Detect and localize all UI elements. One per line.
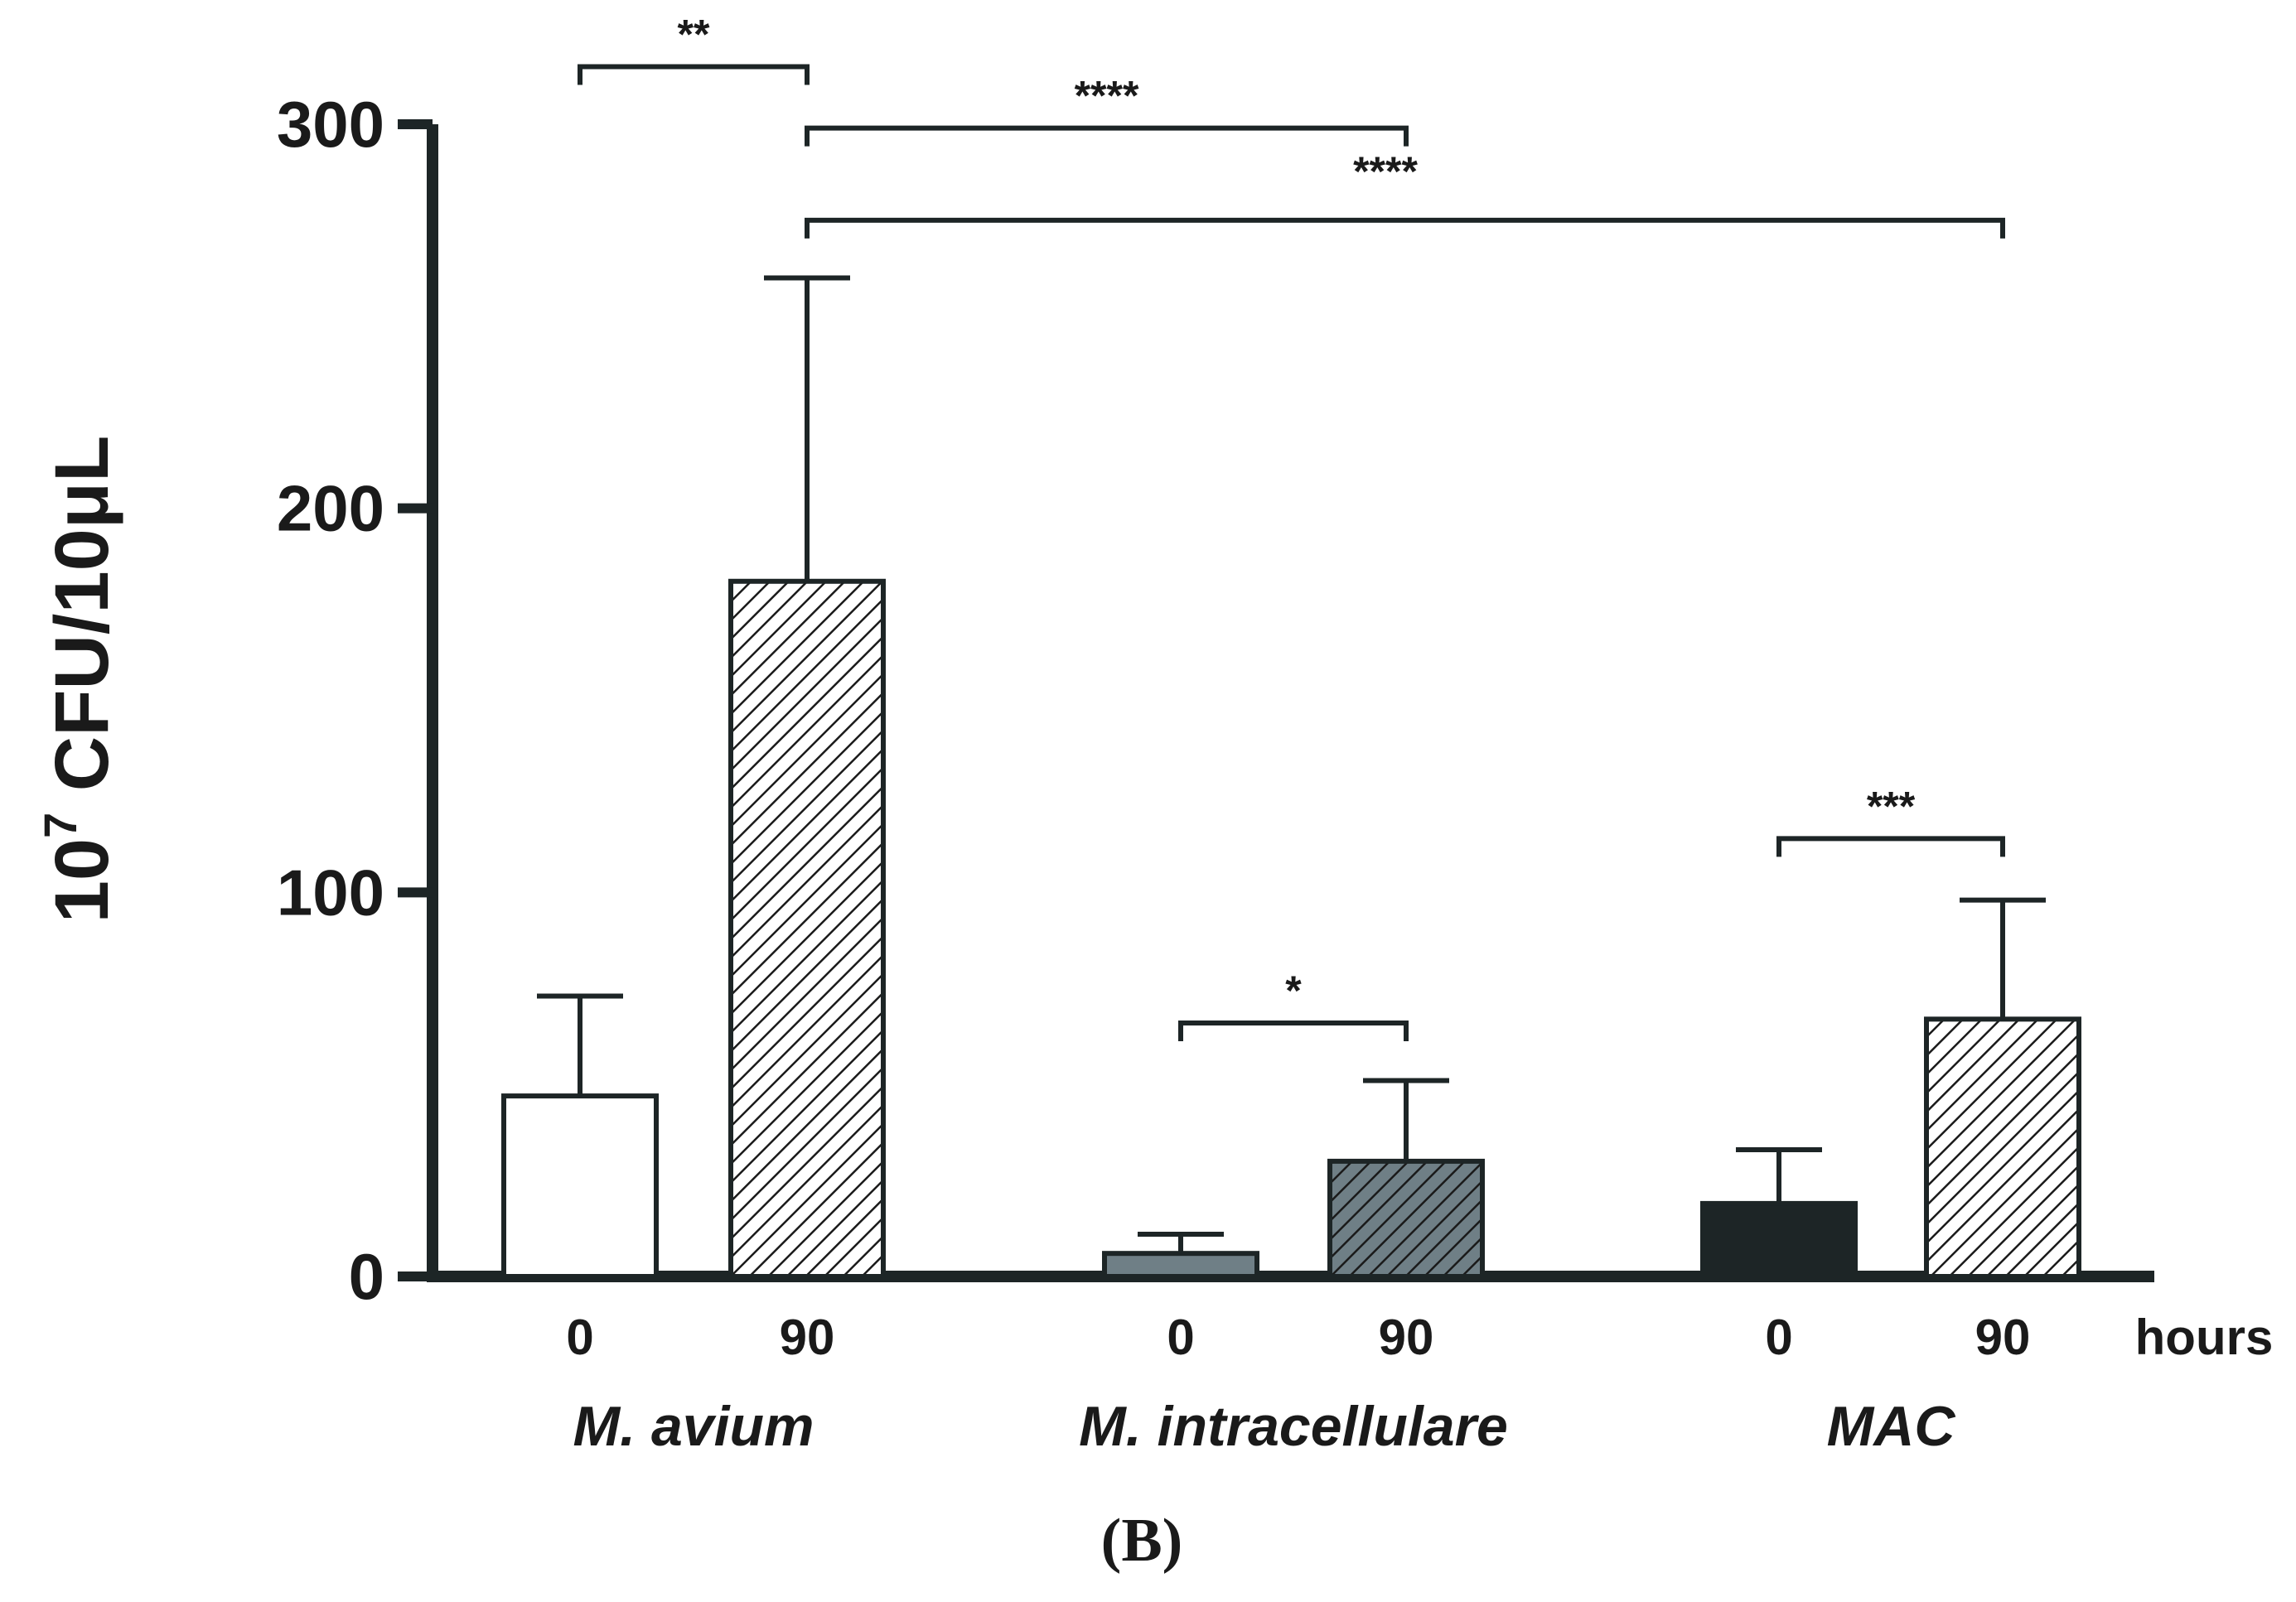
bar-1-0 bbox=[1102, 1251, 1259, 1280]
group-label: MAC bbox=[1827, 1395, 1956, 1458]
x-tick-label: 90 bbox=[1975, 1310, 2031, 1365]
group-label: M. avium bbox=[573, 1395, 814, 1458]
significance-label: **** bbox=[1075, 73, 1139, 119]
x-tick-label: 90 bbox=[1379, 1310, 1434, 1365]
x-tick-label: 0 bbox=[1167, 1310, 1194, 1365]
y-tick-label: 200 bbox=[277, 472, 384, 545]
significance-label: ** bbox=[678, 11, 710, 57]
y-axis-label: 107 CFU/10μL bbox=[34, 436, 124, 924]
significance-bracket bbox=[1776, 836, 2005, 857]
y-tick-label: 100 bbox=[277, 856, 384, 929]
group-labels: M. avium M. intracellulare MAC bbox=[573, 1395, 1956, 1458]
x-ticks: 0 90 0 90 0 90 bbox=[566, 1310, 2030, 1365]
x-tick-label: 90 bbox=[780, 1310, 835, 1365]
group-label: M. intracellulare bbox=[1079, 1395, 1508, 1458]
bar-0-1 bbox=[728, 578, 886, 1279]
significance-label: * bbox=[1285, 967, 1302, 1014]
significance-bracket bbox=[805, 217, 2005, 239]
panel-label: (B) bbox=[1101, 1507, 1183, 1575]
bar-0-0 bbox=[501, 1093, 659, 1279]
x-tick-label: 0 bbox=[1765, 1310, 1792, 1365]
x-tick-label: 0 bbox=[566, 1310, 593, 1365]
bar-2-0 bbox=[1700, 1200, 1858, 1279]
y-tick-label: 300 bbox=[277, 88, 384, 161]
significance-bracket bbox=[578, 64, 810, 85]
bars bbox=[501, 275, 2081, 1280]
significance-bracket bbox=[805, 125, 1409, 147]
y-tick-label: 0 bbox=[349, 1240, 384, 1313]
significance-label: *** bbox=[1867, 783, 1916, 829]
significance-bracket bbox=[1178, 1020, 1409, 1041]
bar-2-1 bbox=[1924, 1016, 2081, 1280]
significance-label: **** bbox=[1353, 148, 1418, 195]
y-ticks: 0 100 200 300 bbox=[277, 88, 433, 1313]
significance-brackets: ************** bbox=[578, 11, 2005, 1041]
x-unit-label: hours bbox=[2135, 1310, 2274, 1365]
bar-1-1 bbox=[1327, 1158, 1485, 1280]
